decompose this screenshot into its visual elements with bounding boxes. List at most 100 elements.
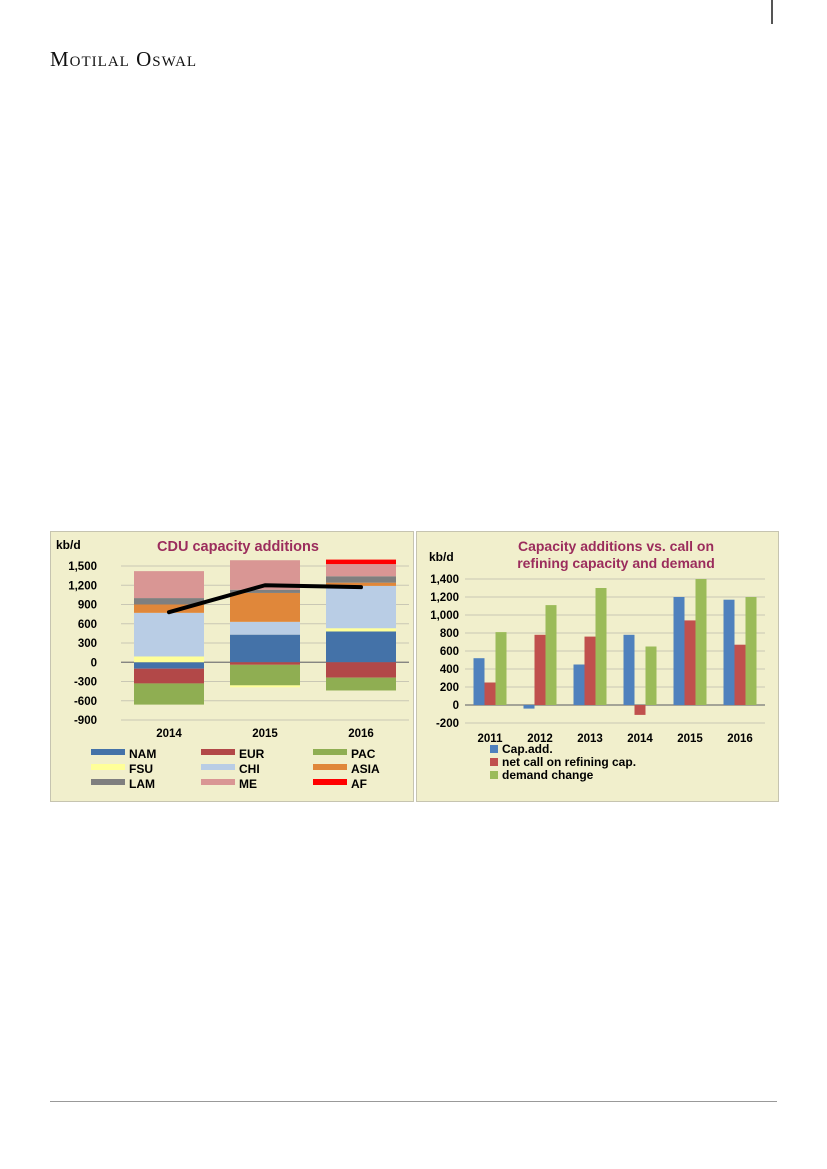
chart-title-line: refining capacity and demand <box>517 555 715 571</box>
bar-cap-add- <box>723 599 735 705</box>
capacity-vs-demand-chart: Capacity additions vs. call on refining c… <box>429 538 765 782</box>
legend-swatch <box>91 749 125 755</box>
bar-net-call-on-refining-cap- <box>484 682 496 705</box>
y-axis-unit: kb/d <box>56 538 81 552</box>
legend-item: PAC <box>313 747 376 761</box>
legend-item: EUR <box>201 747 265 761</box>
bar-demand-change <box>695 579 707 705</box>
bar-segment-chi <box>134 612 204 657</box>
legend-label: PAC <box>351 747 376 761</box>
bar-cap-add- <box>673 597 685 705</box>
legend-label: AF <box>351 777 367 791</box>
bar-segment-me <box>326 564 396 577</box>
legend-label: ASIA <box>351 762 380 776</box>
bar-segment-asia <box>134 604 204 613</box>
bar-segment-nam <box>326 631 396 663</box>
footer-divider <box>50 1101 777 1102</box>
legend-swatch <box>91 764 125 770</box>
x-tick-label: 2015 <box>677 733 703 745</box>
bar-net-call-on-refining-cap- <box>534 634 546 705</box>
legend-swatch <box>490 771 498 779</box>
x-tick-label: 2016 <box>348 728 374 740</box>
y-tick-label: 600 <box>78 619 97 631</box>
legend-label: LAM <box>129 777 155 791</box>
bar-demand-change <box>545 605 557 705</box>
y-axis-unit: kb/d <box>429 550 454 564</box>
bar-segment-lam <box>134 598 204 605</box>
chart-title: CDU capacity additions <box>157 539 319 555</box>
bar-segment-nam <box>134 662 204 669</box>
y-tick-label: 1,000 <box>430 610 459 622</box>
legend-label: NAM <box>129 747 156 761</box>
bar-cap-add- <box>523 705 535 709</box>
page-edge-mark <box>771 0 773 24</box>
legend-item: demand change <box>490 768 594 782</box>
y-tick-label: 1,400 <box>430 574 459 586</box>
bar-segment-af <box>326 559 396 565</box>
x-tick-label: 2016 <box>727 733 753 745</box>
legend-swatch <box>201 764 235 770</box>
chart-title: Capacity additions vs. call on refining c… <box>517 538 715 571</box>
bar-segment-fsu <box>134 656 204 663</box>
legend-item: ME <box>201 777 257 791</box>
y-tick-label: 600 <box>440 646 459 658</box>
legend-item: Cap.add. <box>490 742 553 756</box>
bar-segment-lam <box>230 589 300 593</box>
legend-swatch <box>201 779 235 785</box>
y-tick-label: 0 <box>91 657 97 669</box>
chart-title-line: Capacity additions vs. call on <box>518 538 714 554</box>
bar-segment-eur <box>326 662 396 678</box>
bar-segment-asia <box>326 582 396 586</box>
bar-net-call-on-refining-cap- <box>734 644 746 705</box>
bar-demand-change <box>595 588 607 705</box>
y-tick-label: -600 <box>74 696 97 708</box>
bar-segment-fsu <box>326 628 396 632</box>
y-tick-label: 1,500 <box>68 561 97 573</box>
brand-logo-text: Motilal Oswal <box>50 47 198 71</box>
bar-segment-fsu <box>230 685 300 688</box>
bar-segment-nam <box>230 634 300 663</box>
bar-segment-asia <box>230 592 300 622</box>
bar-demand-change <box>495 632 507 705</box>
y-tick-label: 400 <box>440 664 459 676</box>
y-tick-label: 1,200 <box>68 580 97 592</box>
bar-net-call-on-refining-cap- <box>634 705 646 715</box>
bar-cap-add- <box>473 658 485 705</box>
legend-item: LAM <box>91 777 155 791</box>
x-tick-label: 2013 <box>577 733 603 745</box>
legend-label: ME <box>239 777 257 791</box>
cdu-capacity-chart-panel: CDU capacity additions kb/d 1,500 1,200 900 6… <box>50 531 414 802</box>
y-tick-label: 900 <box>78 600 97 612</box>
y-tick-label: -900 <box>74 715 97 727</box>
legend-swatch <box>313 764 347 770</box>
bar-segment-me <box>134 571 204 599</box>
y-tick-label: 1,200 <box>430 592 459 604</box>
legend-swatch <box>91 779 125 785</box>
y-tick-label: 300 <box>78 638 97 650</box>
bar-segment-eur <box>134 668 204 684</box>
legend-item: AF <box>313 777 367 791</box>
legend-item: FSU <box>91 762 153 776</box>
cdu-capacity-chart: CDU capacity additions kb/d 1,500 1,200 900 6… <box>56 538 409 791</box>
x-tick-label: 2014 <box>156 728 182 740</box>
bar-segment-pac <box>134 683 204 705</box>
legend-label: Cap.add. <box>502 742 553 756</box>
bar-demand-change <box>645 646 657 705</box>
y-tick-label: 0 <box>453 700 459 712</box>
y-tick-label: -300 <box>74 677 97 689</box>
legend-label: demand change <box>502 768 594 782</box>
legend-item: NAM <box>91 747 156 761</box>
legend-label: net call on refining cap. <box>502 755 636 769</box>
legend-item: net call on refining cap. <box>490 755 636 769</box>
x-tick-label: 2011 <box>478 733 504 745</box>
x-tick-label: 2015 <box>252 728 278 740</box>
legend-swatch <box>313 779 347 785</box>
legend-label: CHI <box>239 762 260 776</box>
bar-segment-lam <box>326 576 396 583</box>
legend-swatch <box>490 745 498 753</box>
legend-swatch <box>313 749 347 755</box>
bar-segment-pac <box>230 664 300 686</box>
legend-swatch <box>490 758 498 766</box>
y-tick-label: -200 <box>436 718 459 730</box>
legend-swatch <box>201 749 235 755</box>
